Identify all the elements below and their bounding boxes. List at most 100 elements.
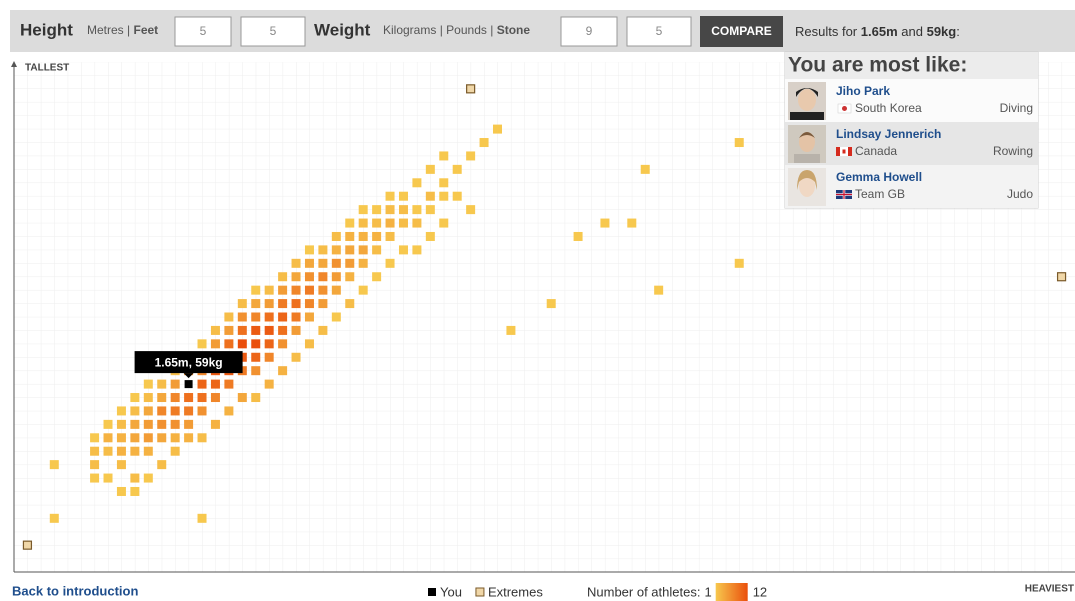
athlete-cell — [412, 178, 421, 187]
athlete-cell — [292, 353, 301, 362]
unit-option[interactable]: Stone — [497, 23, 531, 37]
separator: | — [127, 23, 130, 37]
legend-label: Extremes — [488, 584, 543, 599]
back-link[interactable]: Back to introduction — [12, 583, 138, 598]
photo-body — [790, 112, 824, 120]
athlete-cell — [144, 380, 153, 389]
unit-option[interactable]: Feet — [134, 23, 159, 37]
athlete-cell — [144, 393, 153, 402]
athlete-cell — [251, 299, 260, 308]
athlete-cell — [305, 339, 314, 348]
athlete-cell — [198, 406, 207, 415]
unit-option[interactable]: Metres — [87, 23, 124, 37]
athlete-cell — [345, 245, 354, 254]
athlete-cell — [359, 205, 368, 214]
athlete-cell — [238, 299, 247, 308]
athlete-cell — [144, 447, 153, 456]
athlete-cell — [386, 192, 395, 201]
athlete-cell — [117, 460, 126, 469]
y-axis-label: TALLEST — [25, 63, 69, 74]
athlete-cell — [224, 313, 233, 322]
athlete-cell — [211, 380, 220, 389]
athlete-cell — [426, 165, 435, 174]
athlete-cell — [130, 474, 139, 483]
athlete-cell — [130, 406, 139, 415]
athlete-cell — [144, 406, 153, 415]
athlete-cell — [157, 433, 166, 442]
athlete-cell — [265, 339, 274, 348]
athlete-name[interactable]: Jiho Park — [836, 84, 890, 98]
athlete-cell — [251, 313, 260, 322]
scale-max: 12 — [753, 584, 767, 599]
athlete-cell — [198, 393, 207, 402]
athlete-cell — [117, 447, 126, 456]
athlete-cell — [171, 406, 180, 415]
athlete-sport: Judo — [1007, 187, 1033, 201]
athlete-sport: Rowing — [993, 144, 1033, 158]
athlete-cell — [305, 299, 314, 308]
athlete-cell — [117, 420, 126, 429]
height-label: Height — [20, 20, 73, 39]
athlete-cell — [399, 245, 408, 254]
flag-emblem — [843, 150, 846, 154]
athlete-cell — [251, 326, 260, 335]
athlete-cell — [171, 393, 180, 402]
athlete-name[interactable]: Gemma Howell — [836, 170, 922, 184]
athlete-cell — [265, 353, 274, 362]
button-label: COMPARE — [711, 24, 771, 38]
athlete-cell — [198, 339, 207, 348]
athlete-cell — [251, 353, 260, 362]
athlete-cell — [251, 286, 260, 295]
athlete-cell — [90, 474, 99, 483]
athlete-cell — [318, 326, 327, 335]
athlete-cell — [292, 286, 301, 295]
athlete-cell — [90, 460, 99, 469]
extreme-marker — [23, 541, 31, 549]
athlete-cell — [332, 259, 341, 268]
athlete-cell — [292, 326, 301, 335]
athlete-cell — [506, 326, 515, 335]
athlete-cell — [130, 487, 139, 496]
athlete-cell — [198, 380, 207, 389]
athlete-cell — [211, 326, 220, 335]
athlete-cell — [224, 339, 233, 348]
athlete-cell — [305, 286, 314, 295]
unit-option[interactable]: Pounds — [446, 23, 487, 37]
athlete-cell — [292, 313, 301, 322]
athlete-cell — [265, 326, 274, 335]
athlete-cell — [130, 433, 139, 442]
athlete-cell — [251, 393, 260, 402]
athlete-cell — [466, 205, 475, 214]
athlete-cell — [305, 313, 314, 322]
input-value: 5 — [200, 24, 207, 38]
screen: Height Metres | Feet 5 5 Weight Kilogram… — [0, 0, 1075, 601]
athlete-cell — [184, 420, 193, 429]
legend-swatch — [476, 588, 484, 596]
athlete-cell — [50, 514, 59, 523]
athlete-cell — [144, 433, 153, 442]
athlete-cell — [211, 339, 220, 348]
athlete-cell — [386, 219, 395, 228]
athlete-cell — [345, 299, 354, 308]
results-text: Results for 1.65m and 59kg: — [795, 24, 960, 39]
legend-swatch — [428, 588, 436, 596]
athlete-cell — [278, 366, 287, 375]
athlete-cell — [265, 313, 274, 322]
athlete-cell — [439, 178, 448, 187]
unit-option[interactable]: Kilograms — [383, 23, 436, 37]
scale-label: Number of athletes: — [587, 584, 700, 599]
athlete-cell — [399, 219, 408, 228]
athlete-cell — [278, 299, 287, 308]
results-prefix: Results for — [795, 24, 858, 39]
input-value: 5 — [656, 24, 663, 38]
athlete-cell — [184, 393, 193, 402]
athlete-cell — [305, 245, 314, 254]
athlete-cell — [412, 205, 421, 214]
athlete-cell — [224, 406, 233, 415]
athlete-cell — [426, 192, 435, 201]
athlete-cell — [627, 219, 636, 228]
athlete-cell — [332, 272, 341, 281]
scale-gradient — [716, 583, 748, 601]
athlete-sport: Diving — [1000, 101, 1033, 115]
athlete-name[interactable]: Lindsay Jennerich — [836, 127, 941, 141]
